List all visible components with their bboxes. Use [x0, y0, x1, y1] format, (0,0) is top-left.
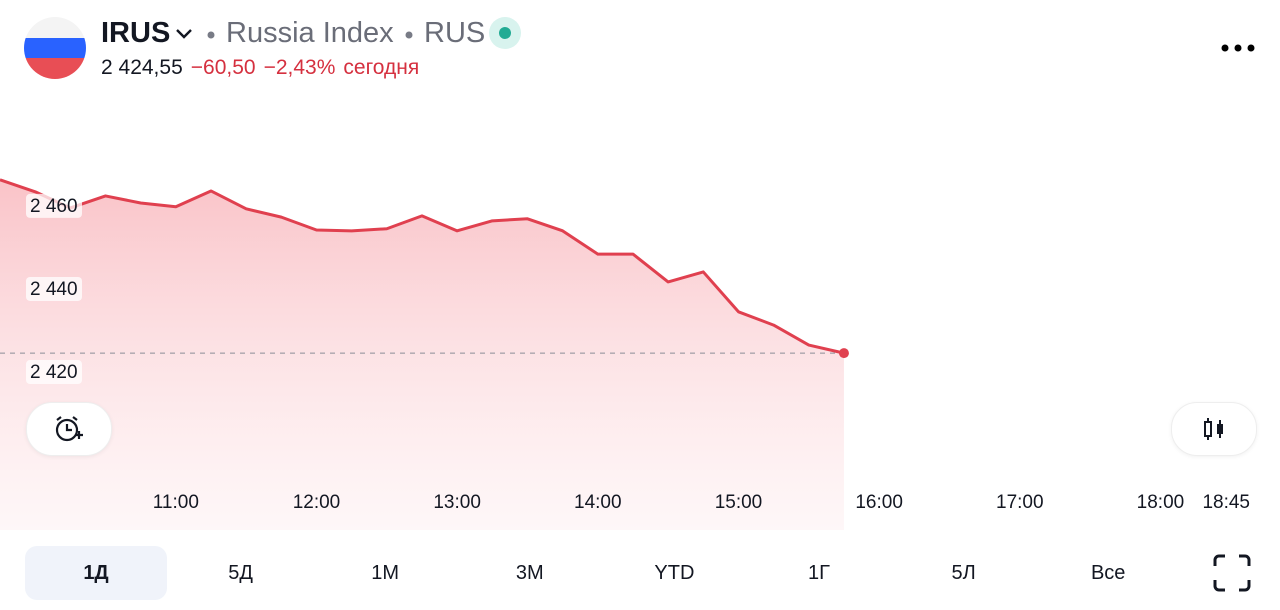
market-status [489, 17, 521, 49]
fullscreen[interactable] [1213, 554, 1251, 592]
period-button[interactable]: 5Л [951, 562, 976, 584]
more-menu[interactable] [1220, 42, 1260, 54]
candle-icon [1204, 418, 1223, 440]
x-tick-label: 18:45 [1202, 492, 1250, 513]
separator [405, 31, 413, 39]
index-name: Russia Index [226, 17, 394, 49]
y-tick-label: 2 440 [30, 279, 78, 300]
price-line-series [0, 178, 845, 355]
last-point [838, 348, 849, 359]
price: 2 424,55 [101, 56, 183, 79]
period-button[interactable]: Все [1090, 562, 1126, 584]
x-tick-label: 17:00 [996, 492, 1044, 513]
period-button[interactable]: 1М [371, 562, 400, 584]
period-button[interactable]: 1Г [808, 562, 830, 584]
chevron[interactable] [175, 27, 193, 41]
change: −60,50 [190, 56, 256, 79]
exchange: RUS [424, 17, 486, 49]
chart-type-button[interactable] [1171, 402, 1257, 456]
period-button[interactable]: 3М [515, 562, 544, 584]
y-tick-bg [26, 360, 82, 385]
chart: 2 420 2 440 2 460 11:00 12:00 13:00 14:00 15:00… [0, 178, 1250, 530]
y-tick-bg [26, 276, 82, 301]
x-tick-label: 15:00 [715, 492, 763, 513]
x-tick-label: 11:00 [153, 492, 199, 513]
quote-line: 2 424,55 −60,50 −2,43% сегодня [101, 56, 419, 80]
alert-button[interactable] [26, 402, 112, 456]
x-tick-label: 16:00 [855, 492, 903, 513]
alert-icon [55, 416, 83, 442]
period-button[interactable]: 1Д [25, 546, 167, 600]
x-tick-label: 13:00 [433, 492, 481, 513]
symbol[interactable]: IRUS [101, 17, 171, 49]
area [0, 179, 844, 530]
y-tick-bg [26, 193, 82, 218]
x-tick-label: 18:00 [1137, 492, 1185, 513]
flag [24, 17, 86, 79]
separator [207, 31, 215, 39]
period-button[interactable]: YTD [654, 562, 695, 584]
y-tick-label: 2 460 [30, 196, 78, 217]
y-tick-label: 2 420 [30, 362, 78, 383]
period-note: сегодня [343, 56, 420, 79]
x-tick-label: 14:00 [574, 492, 622, 513]
period-button[interactable]: 5Д [228, 562, 253, 584]
change-percent: −2,43% [263, 56, 336, 79]
x-tick-label: 12:00 [293, 492, 341, 513]
